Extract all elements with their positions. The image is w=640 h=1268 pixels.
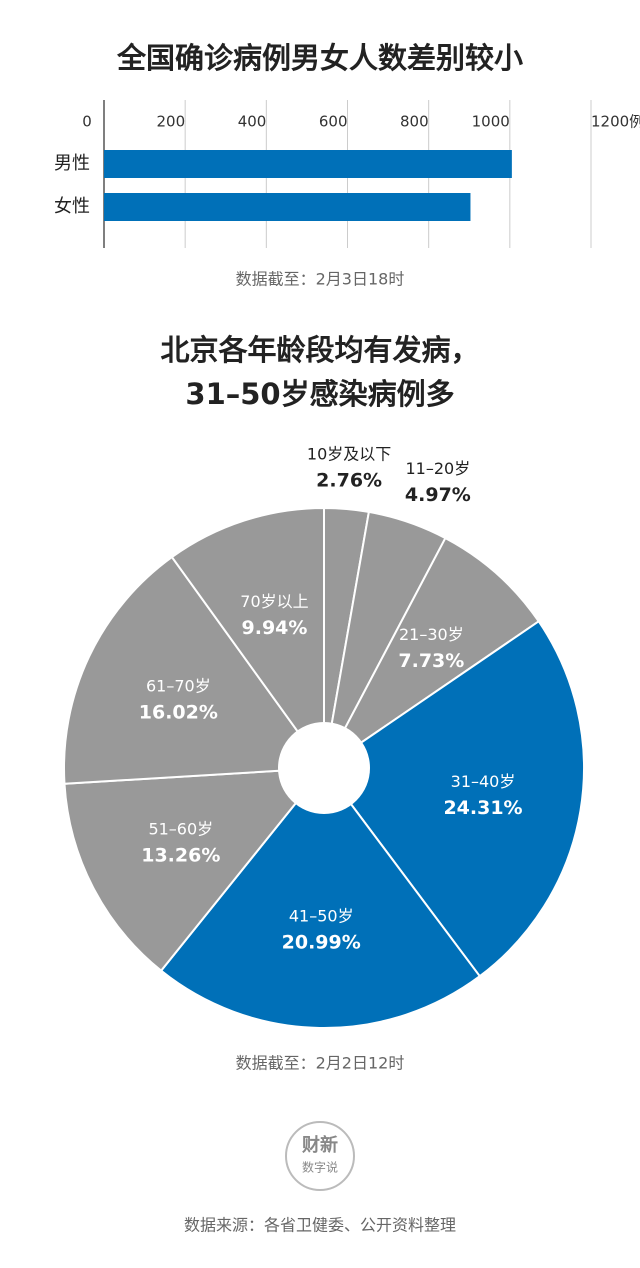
- slice-value: 4.97%: [405, 484, 471, 506]
- bar: [104, 150, 512, 178]
- slice-label: 61–70岁: [146, 676, 211, 695]
- slice-label: 21–30岁: [399, 625, 464, 644]
- source: 数据来源：各省卫健委、公开资料整理: [184, 1216, 456, 1235]
- logo-sub: 数字说: [302, 1160, 338, 1175]
- x-tick-label: 0: [82, 113, 92, 131]
- pie-slice: [323, 536, 541, 769]
- x-tick-label: 600: [319, 113, 348, 131]
- pie-slice: [322, 619, 585, 978]
- slice-label: 10岁及以下: [307, 445, 391, 464]
- pie-note: 数据截至：2月2日12时: [236, 1054, 405, 1073]
- slice-label: 31–40岁: [451, 772, 516, 791]
- slice-label: 41–50岁: [289, 907, 354, 926]
- x-tick-label: 1200例: [591, 113, 640, 131]
- pie-slice: [159, 766, 482, 1029]
- slice-value: 20.99%: [282, 932, 361, 954]
- logo: 财新 数字说: [285, 1121, 355, 1191]
- logo-brand: 财新: [302, 1134, 338, 1156]
- slice-value: 9.94%: [242, 617, 308, 639]
- pie-slice: [63, 555, 326, 785]
- slice-value: 2.76%: [316, 470, 382, 492]
- category-label: 女性: [54, 196, 90, 217]
- x-tick-label: 800: [400, 113, 429, 131]
- bar: [104, 193, 471, 221]
- slice-value: 24.31%: [443, 797, 522, 819]
- logo-ring: [285, 1121, 355, 1191]
- slice-value: 13.26%: [141, 845, 220, 867]
- slice-label: 11–20岁: [406, 459, 471, 478]
- slice-label: 70岁以上: [240, 592, 308, 611]
- slice-value: 16.02%: [139, 701, 218, 723]
- pie-hole: [278, 722, 370, 814]
- pie-slice: [63, 766, 327, 973]
- slice-value: 7.73%: [398, 650, 464, 672]
- x-tick-label: 200: [157, 113, 186, 131]
- slice-label: 51–60岁: [148, 820, 213, 839]
- bar-note: 数据截至：2月3日18时: [236, 270, 405, 289]
- x-tick-label: 400: [238, 113, 267, 131]
- x-tick-label: 1000: [472, 113, 510, 131]
- category-label: 男性: [54, 153, 90, 174]
- pie-slice: [170, 506, 325, 772]
- pie-subtitle: 31–50岁感染病例多: [185, 377, 454, 411]
- pie-title: 北京各年龄段均有发病，: [160, 333, 479, 367]
- bar-title: 全国确诊病例男女人数差别较小: [116, 41, 523, 75]
